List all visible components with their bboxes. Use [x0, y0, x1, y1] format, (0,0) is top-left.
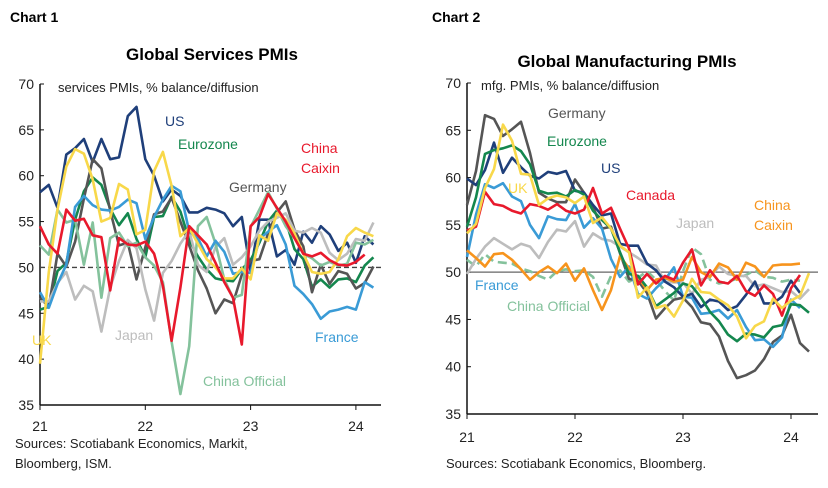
chart-1-title: Global Services PMIs	[126, 45, 298, 64]
x-tick-label: 21	[459, 429, 475, 445]
chart-2-source: Sources: Scotiabank Economics, Bloomberg…	[446, 456, 706, 471]
series-line-eurozone	[465, 144, 810, 343]
y-tick-label: 65	[445, 122, 461, 138]
x-tick-label: 22	[138, 418, 154, 434]
y-tick-label: 55	[18, 214, 34, 230]
series-line-china-caixin	[38, 192, 366, 346]
y-tick-label: 65	[18, 122, 34, 138]
x-tick-label: 24	[348, 418, 364, 434]
x-tick-label: 23	[243, 418, 259, 434]
legend-label-line: Caixin	[754, 217, 793, 233]
chart-1-header: Chart 1	[10, 9, 58, 25]
legend-label-japan: Japan	[676, 215, 714, 231]
y-tick-label: 70	[445, 75, 461, 91]
series-line-france	[38, 184, 375, 321]
legend-label-us: US	[165, 113, 184, 129]
legend-label-uk: UK	[508, 180, 528, 196]
legend-label-us: US	[601, 160, 620, 176]
legend-label-line: Caixin	[301, 160, 340, 176]
legend-label-china-caixin: China Caixin	[754, 197, 793, 233]
legend-label-eurozone: Eurozone	[547, 133, 607, 149]
legend-label-uk: UK	[32, 332, 52, 348]
chart-1-source-line-1: Sources: Scotiabank Economics, Markit,	[15, 436, 248, 451]
chart-1-subtitle: services PMIs, % balance/diffusion	[58, 80, 259, 95]
legend-label-france: France	[315, 329, 359, 345]
y-tick-label: 35	[445, 406, 461, 422]
legend-label-japan: Japan	[115, 327, 153, 343]
legend-label-germany: Germany	[229, 179, 287, 195]
y-tick-label: 50	[18, 259, 34, 275]
chart-2-header: Chart 2	[432, 9, 480, 25]
series-line-japan	[40, 212, 375, 333]
y-tick-label: 45	[445, 311, 461, 327]
x-tick-label: 23	[675, 429, 691, 445]
legend-label-line: China	[754, 197, 791, 213]
chart-2-plot: 35 40 45 50 55 60 65 70 21 22 23 24 China Official Ja…	[445, 75, 818, 445]
x-tick-label: 24	[783, 429, 799, 445]
chart-2-subtitle: mfg. PMIs, % balance/diffusion	[481, 78, 659, 93]
legend-label-eurozone: Eurozone	[178, 136, 238, 152]
series-line-uk	[466, 123, 811, 340]
series-line-japan	[465, 219, 810, 300]
chart-1-source-line-2: Bloomberg, ISM.	[15, 456, 112, 471]
legend-label-canada: Canada	[626, 187, 675, 203]
x-tick-label: 22	[567, 429, 583, 445]
legend-label-line: China	[301, 140, 338, 156]
y-tick-label: 60	[18, 168, 34, 184]
legend-label-china-caixin: China Caixin	[301, 140, 340, 176]
y-tick-label: 40	[445, 359, 461, 375]
y-tick-label: 70	[18, 76, 34, 92]
series-line-us	[466, 141, 802, 312]
x-tick-label: 21	[32, 418, 48, 434]
legend-label-china-official: China Official	[507, 298, 590, 314]
y-tick-label: 60	[445, 170, 461, 186]
chart-2-title: Global Manufacturing PMIs	[517, 52, 736, 71]
series-line-canada	[466, 186, 802, 317]
series-line-china-official	[39, 190, 375, 396]
y-tick-label: 35	[18, 397, 34, 413]
y-tick-label: 40	[18, 351, 34, 367]
legend-label-china-official: China Official	[203, 373, 286, 389]
legend-label-france: France	[475, 277, 519, 293]
chart-1-plot: 35 40 45 50 55 60 65 70 21 22 23 24 US Eurozone German…	[18, 76, 381, 434]
y-tick-label: 45	[18, 305, 34, 321]
y-tick-label: 50	[445, 264, 461, 280]
y-tick-label: 55	[445, 217, 461, 233]
legend-label-germany: Germany	[548, 105, 606, 121]
series-line-uk	[38, 147, 374, 364]
